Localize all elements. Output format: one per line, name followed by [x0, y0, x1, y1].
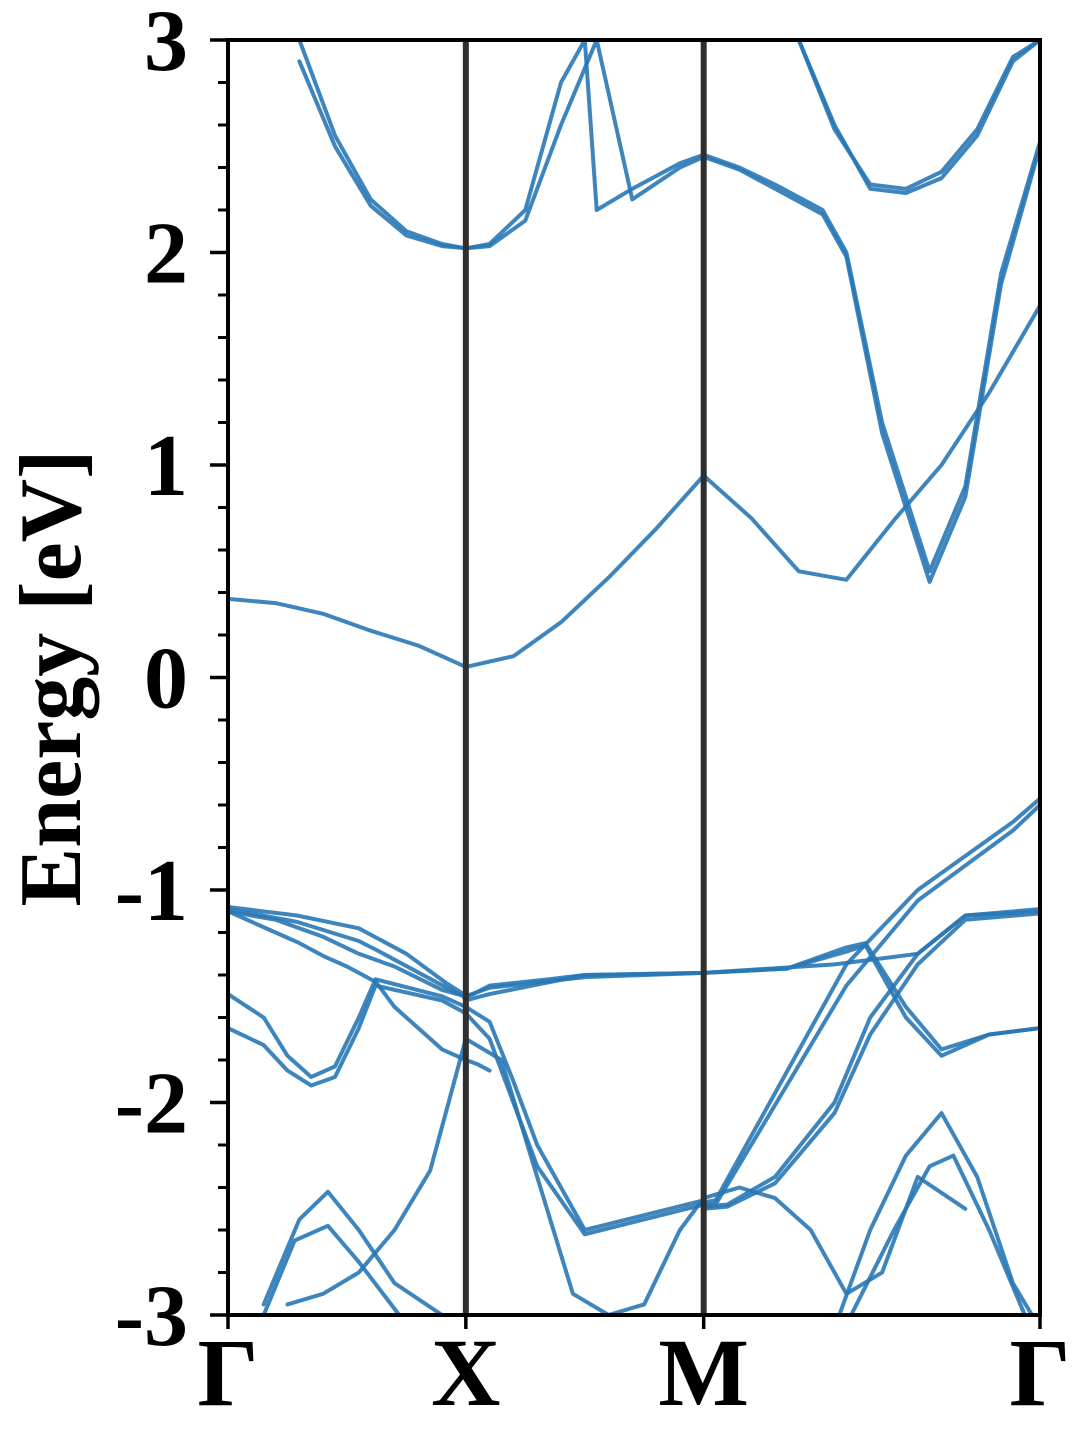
band-line — [796, 40, 1040, 195]
band-line — [261, 1189, 468, 1315]
band-lines — [228, 40, 1040, 1315]
y-tick-label: -3 — [115, 1268, 188, 1365]
band-line — [261, 1223, 402, 1315]
band-line — [796, 40, 1040, 191]
band-line — [228, 983, 706, 1237]
band-line — [701, 796, 1040, 1205]
band-line — [849, 1153, 1027, 1315]
y-tick-label: 0 — [144, 631, 188, 728]
y-tick-label: 1 — [144, 418, 188, 515]
plot-frame — [226, 38, 1042, 1317]
band-line — [297, 40, 706, 251]
x-tick-label: X — [431, 1319, 500, 1426]
band-line — [701, 803, 1040, 1207]
band-line — [701, 144, 1040, 584]
band-line — [228, 907, 1040, 1058]
x-tick-label: Γ — [1009, 1319, 1070, 1426]
major-ticks — [210, 38, 228, 1317]
band-line — [228, 907, 1040, 999]
y-tick-label: -2 — [115, 1056, 188, 1153]
high-symmetry-lines — [226, 40, 1042, 1329]
band-line — [228, 303, 1040, 669]
x-tick-label: M — [658, 1319, 749, 1426]
y-tick-label: -1 — [115, 843, 188, 940]
y-tick-labels: -3 -2 -1 0 1 2 3 — [115, 0, 188, 1365]
band-line — [228, 977, 706, 1232]
band-line — [701, 909, 1040, 1209]
y-axis-title: Energy [eV] — [3, 450, 100, 907]
y-tick-label: 2 — [144, 206, 188, 303]
y-tick-label: 3 — [144, 0, 188, 90]
band-line — [701, 911, 1040, 1211]
band-line — [285, 1036, 968, 1315]
x-tick-label: Γ — [197, 1319, 258, 1426]
band-line — [228, 905, 1040, 1052]
band-line — [297, 40, 706, 251]
